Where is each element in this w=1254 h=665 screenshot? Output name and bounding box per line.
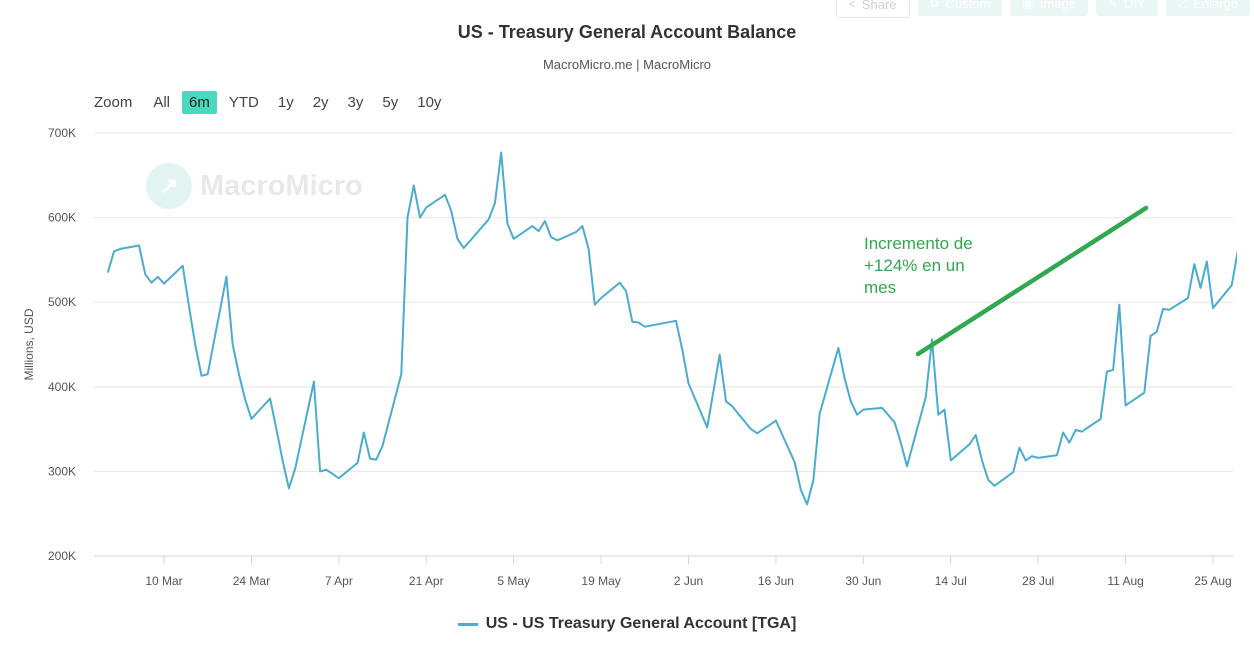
diy-label: DIY	[1123, 0, 1146, 11]
pencil-icon: ✎	[1107, 0, 1118, 10]
zoom-1y-button[interactable]: 1y	[277, 94, 294, 111]
gear-icon: ✿	[929, 0, 940, 10]
x-tick-label: 7 Apr	[325, 574, 353, 588]
y-tick-label: 300K	[48, 464, 76, 478]
zoom-2y-button[interactable]: 2y	[312, 94, 329, 111]
macromicro-watermark: ↗ MacroMicro	[146, 163, 363, 209]
share-button[interactable]: < Share	[835, 0, 910, 18]
enlarge-button[interactable]: ⤢ Enlarge	[1165, 0, 1250, 16]
zoom-5y-button[interactable]: 5y	[382, 94, 399, 111]
custom-label: Custom	[945, 0, 991, 11]
trend-annotation: Incremento de +124% en un mes	[864, 233, 1004, 299]
watermark-text: MacroMicro	[200, 169, 363, 202]
expand-icon: ⤢	[1177, 0, 1188, 10]
x-tick-label: 2 Jun	[674, 574, 703, 588]
legend-label: US - US Treasury General Account [TGA]	[485, 615, 797, 632]
share-icon: <	[848, 0, 856, 11]
chart-title: US - Treasury General Account Balance	[457, 22, 797, 42]
x-tick-label: 21 Apr	[409, 574, 444, 588]
chart-subtitle: MacroMicro.me | MacroMicro	[542, 57, 712, 72]
enlarge-label: Enlarge	[1193, 0, 1238, 11]
zoom-label: Zoom	[94, 94, 133, 111]
annotation-line-2: +124% en un	[864, 256, 965, 275]
x-tick-label: 30 Jun	[845, 574, 881, 588]
x-tick-label: 28 Jul	[1022, 574, 1054, 588]
chart-toolbar: < Share ✿ Custom ▣ Image ✎ DIY ⤢ Enlarge	[835, 0, 1250, 18]
x-tick-label: 5 May	[497, 574, 530, 588]
y-tick-label: 200K	[48, 549, 76, 563]
diy-button[interactable]: ✎ DIY	[1095, 0, 1158, 16]
x-tick-label: 25 Aug	[1194, 574, 1231, 588]
annotation-line-3: mes	[864, 278, 897, 297]
zoom-3y-button[interactable]: 3y	[347, 94, 364, 111]
x-tick-label: 10 Mar	[145, 574, 182, 588]
annotation-line-1: Incremento de	[864, 234, 973, 253]
zoom-10y-button[interactable]: 10y	[417, 94, 442, 111]
y-tick-label: 700K	[48, 126, 76, 140]
image-icon: ▣	[1022, 0, 1034, 10]
zoom-6m-button[interactable]: 6m	[182, 91, 217, 114]
zoom-all-button[interactable]: All	[153, 94, 171, 111]
y-axis-title: Millions, USD	[22, 308, 36, 380]
image-button[interactable]: ▣ Image	[1010, 0, 1088, 16]
trend-arrow-line	[915, 205, 1149, 357]
y-tick-label: 400K	[48, 380, 76, 394]
y-tick-label: 500K	[48, 295, 76, 309]
x-tick-label: 24 Mar	[233, 574, 270, 588]
x-tick-label: 11 Aug	[1107, 574, 1143, 588]
custom-button[interactable]: ✿ Custom	[917, 0, 1003, 16]
image-label: Image	[1039, 0, 1076, 11]
y-tick-label: 600K	[48, 211, 76, 225]
zoom-ytd-button[interactable]: YTD	[228, 94, 259, 111]
legend-swatch	[457, 622, 478, 626]
macromicro-logo-icon: ↗	[146, 163, 192, 209]
x-tick-label: 19 May	[581, 574, 620, 588]
chart-legend[interactable]: US - US Treasury General Account [TGA]	[0, 615, 1254, 633]
share-label: Share	[861, 0, 897, 12]
zoom-selector: Zoom All 6m YTD 1y 2y 3y 5y 10y	[94, 91, 453, 114]
x-tick-label: 14 Jul	[935, 574, 967, 588]
x-tick-label: 16 Jun	[758, 574, 794, 588]
series-line-tga	[106, 151, 1237, 506]
